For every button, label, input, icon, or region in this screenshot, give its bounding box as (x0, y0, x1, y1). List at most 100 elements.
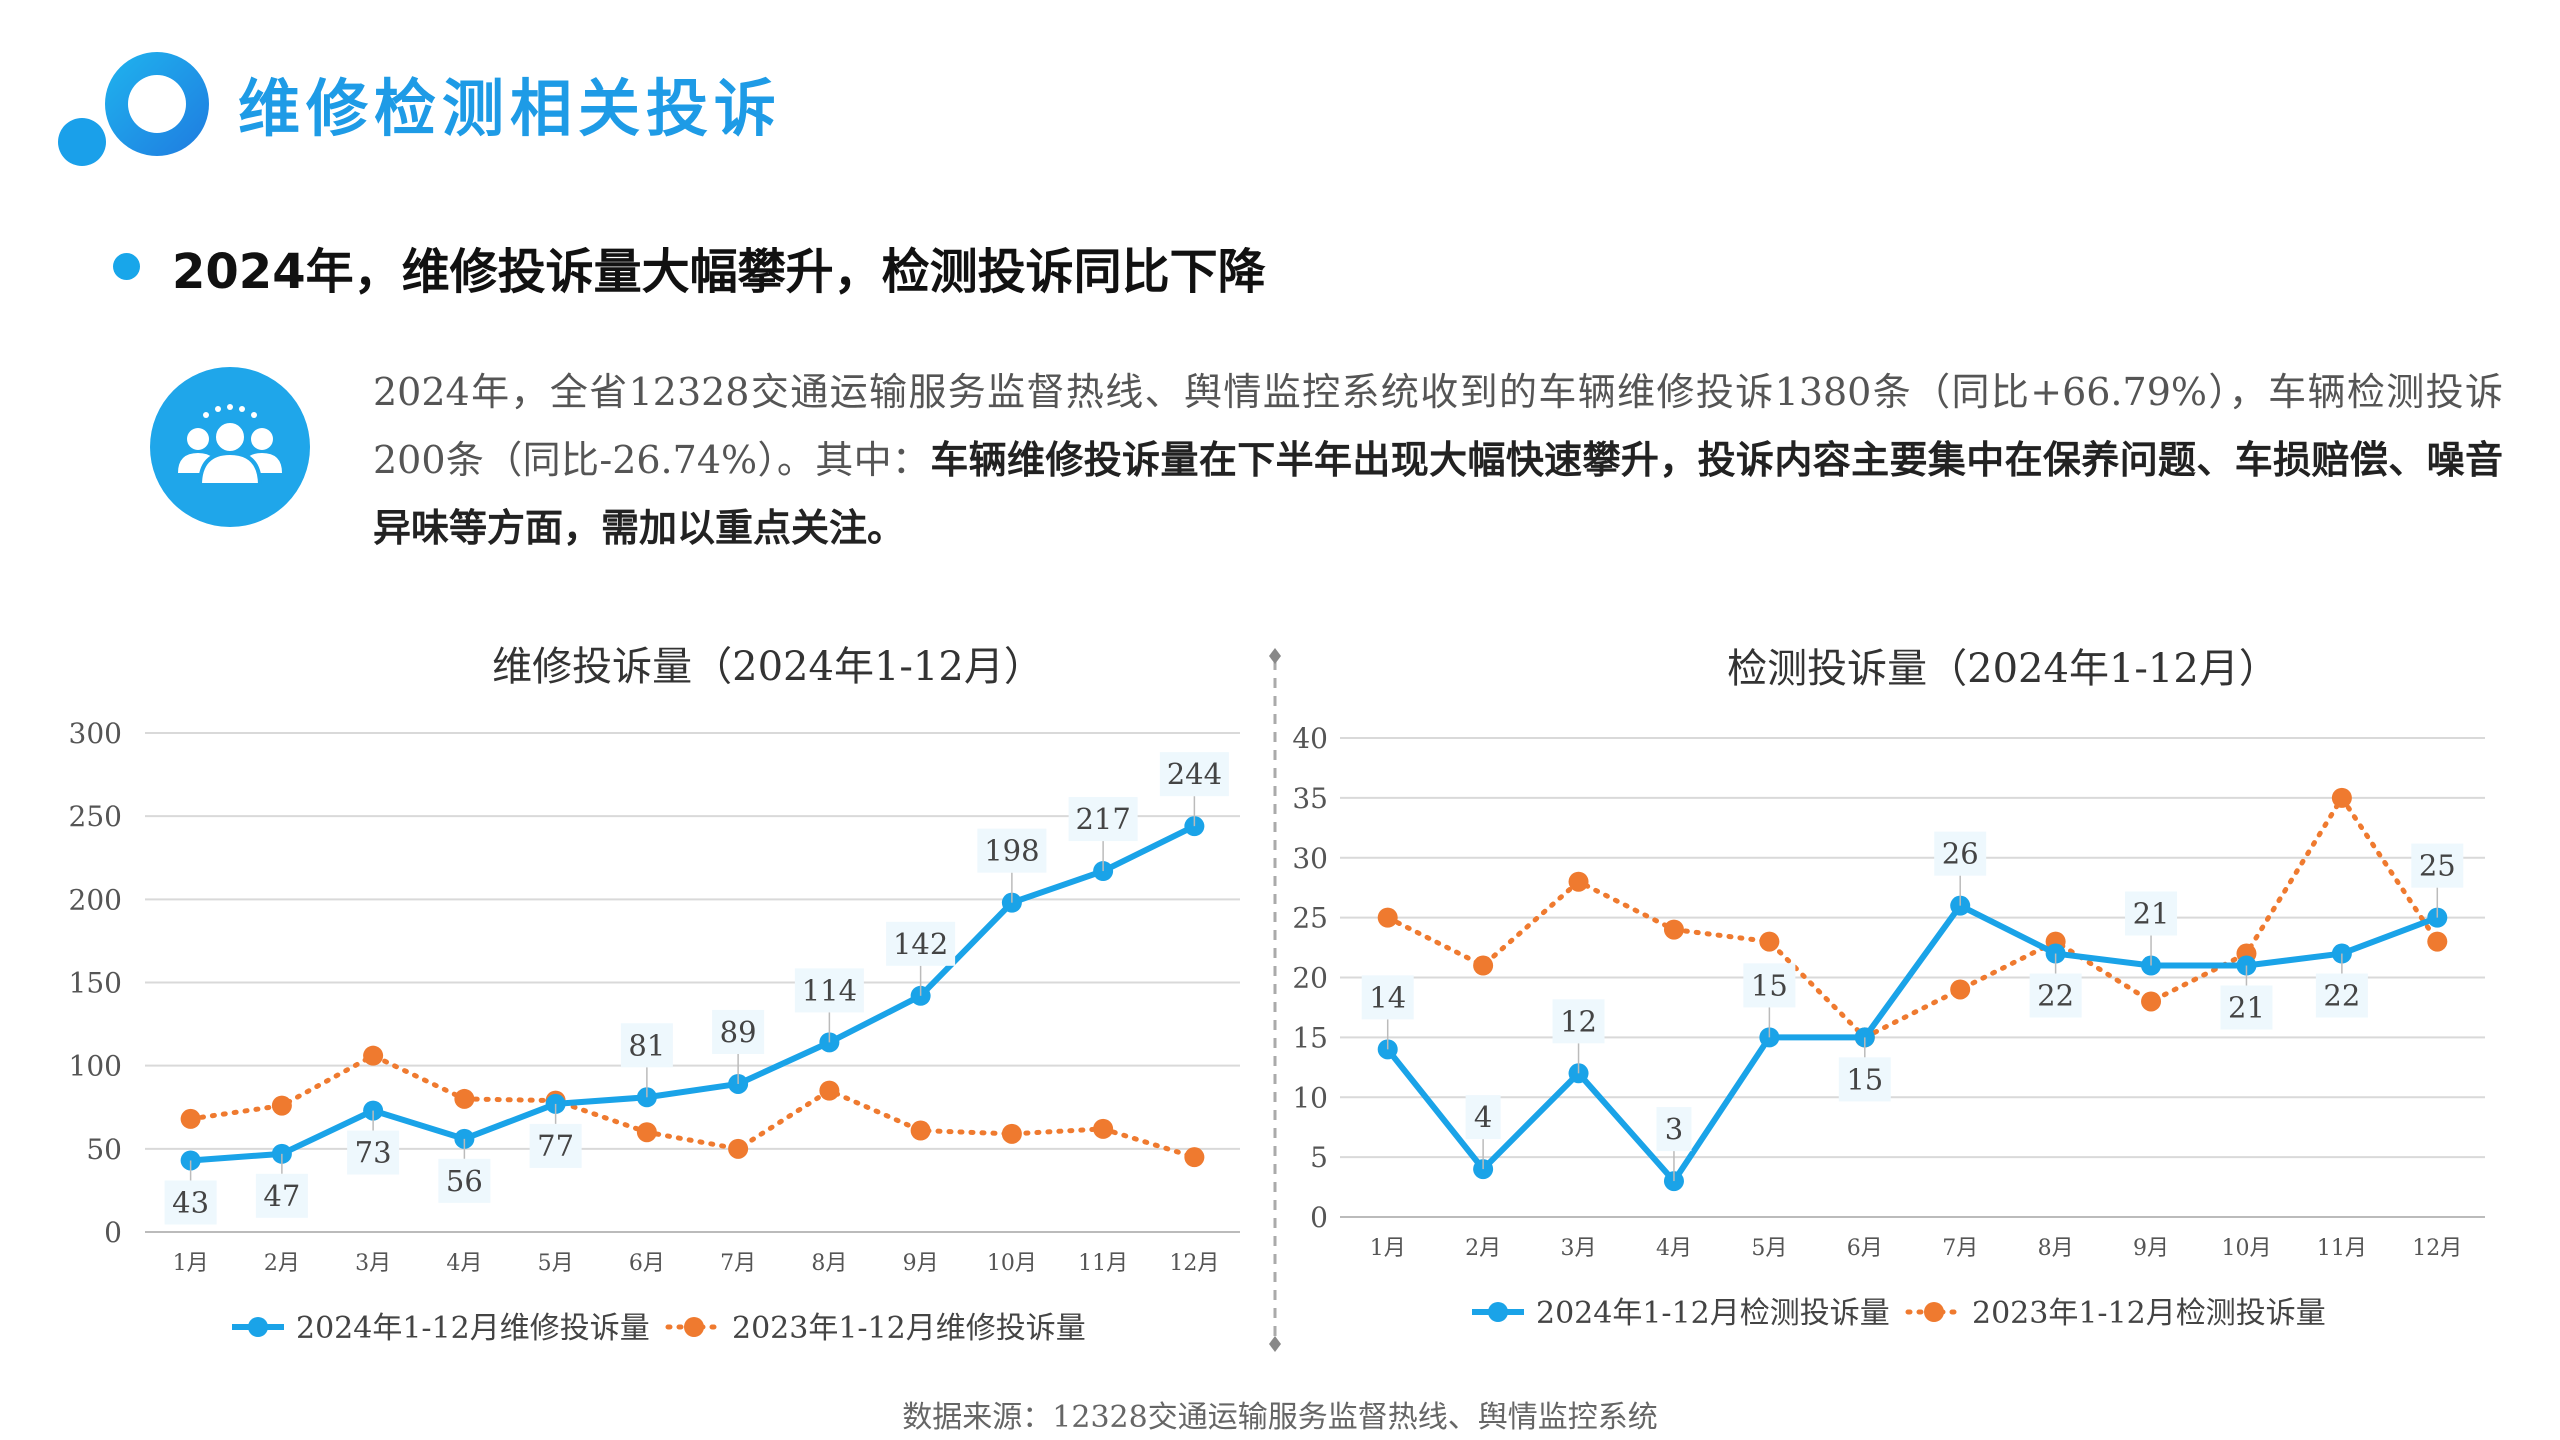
point-2023 (910, 1120, 931, 1141)
series-line-2024 (190, 823, 1196, 1164)
data-label: 21 (2133, 897, 2170, 931)
y-tick-label: 0 (1310, 1201, 1328, 1234)
x-tick-label: 1月 (1370, 1236, 1406, 1261)
data-label-bg (438, 1158, 491, 1203)
x-tick-label: 10月 (987, 1251, 1037, 1276)
y-tick-label: 150 (69, 967, 122, 1000)
y-tick-label: 25 (1292, 902, 1328, 935)
data-label-bg (886, 921, 956, 966)
x-tick-label: 4月 (446, 1251, 482, 1276)
point-2023 (1377, 907, 1398, 928)
data-label-bg (529, 1123, 582, 1168)
data-label: 77 (537, 1129, 574, 1163)
point-2023 (2141, 991, 2162, 1012)
data-label-bg (1934, 831, 1987, 876)
x-tick-label: 8月 (811, 1251, 847, 1276)
x-tick-label: 8月 (2038, 1236, 2074, 1261)
series-line-2023 (188, 1052, 1197, 1160)
x-tick-label: 7月 (720, 1251, 756, 1276)
x-tick-label: 6月 (629, 1251, 665, 1276)
data-label: 244 (1167, 757, 1222, 791)
legend-marker (248, 1317, 268, 1337)
data-label-bg (2029, 973, 2082, 1018)
legend-label: 2024年1-12月检测投诉量 (1536, 1296, 1890, 1331)
logo-icon (58, 52, 209, 166)
data-label: 21 (2228, 991, 2265, 1025)
y-tick-label: 20 (1292, 962, 1328, 995)
x-tick-label: 1月 (173, 1251, 209, 1276)
y-tick-label: 200 (69, 883, 122, 916)
data-label: 4 (1474, 1100, 1492, 1134)
data-label: 217 (1075, 802, 1130, 836)
data-label-bg (347, 1130, 400, 1175)
data-label-bg (794, 968, 864, 1013)
data-label-bg (977, 828, 1047, 873)
legend-label: 2023年1-12月检测投诉量 (1972, 1296, 2326, 1331)
data-label-bg (1743, 963, 1796, 1008)
data-label: 12 (1560, 1004, 1597, 1038)
summary-highlight: 车辆维修投诉量在下半年出现大幅快速攀升，投诉内容主要集中在保养问题、车损赔偿、噪… (373, 438, 2503, 550)
point-2023 (363, 1045, 384, 1066)
point-2023 (1473, 955, 1494, 976)
x-tick-label: 2月 (264, 1251, 300, 1276)
point-2023 (1759, 931, 1780, 952)
point-2023 (180, 1108, 201, 1129)
x-tick-label: 10月 (2221, 1236, 2271, 1261)
legend-marker (684, 1317, 704, 1337)
x-tick-label: 11月 (1078, 1251, 1128, 1276)
point-2023 (454, 1088, 475, 1109)
chart-title: 检测投诉量（2024年1-12月） (1727, 646, 2279, 692)
data-label-bg (1361, 975, 1414, 1020)
data-label-bg (1552, 999, 1605, 1044)
data-label: 14 (1369, 980, 1406, 1014)
legend-label: 2023年1-12月维修投诉量 (732, 1311, 1086, 1346)
data-label-bg (1838, 1057, 1891, 1102)
data-label-bg (2125, 891, 2178, 936)
data-label: 15 (1846, 1062, 1883, 1096)
summary-text: 2024年，全省12328交通运输服务监督热线、舆情监控系统收到的车辆维修投诉1… (373, 370, 2503, 482)
data-source-note: 数据来源：12328交通运输服务监督热线、舆情监控系统 (902, 1400, 1658, 1435)
data-label-bg (620, 1023, 673, 1068)
y-tick-label: 0 (104, 1216, 122, 1249)
x-tick-label: 3月 (355, 1251, 391, 1276)
y-tick-label: 35 (1292, 782, 1328, 815)
data-label: 142 (893, 927, 948, 961)
point-2023 (1663, 919, 1684, 940)
point-2023 (1568, 871, 1589, 892)
x-tick-label: 5月 (1751, 1236, 1787, 1261)
data-label: 43 (172, 1185, 209, 1219)
data-label: 56 (446, 1164, 483, 1198)
data-label: 3 (1665, 1112, 1683, 1146)
x-tick-label: 12月 (1169, 1251, 1219, 1276)
bullet-icon (113, 253, 140, 280)
data-label: 47 (263, 1179, 300, 1213)
legend-label: 2024年1-12月维修投诉量 (296, 1311, 650, 1346)
x-tick-label: 9月 (903, 1251, 939, 1276)
data-label: 114 (802, 973, 857, 1007)
point-2023 (2331, 787, 2352, 808)
legend-marker (1924, 1302, 1944, 1322)
data-label-bg (1068, 797, 1138, 842)
y-tick-label: 50 (86, 1133, 122, 1166)
people-group-icon (150, 367, 310, 527)
summary-paragraph: 2024年，全省12328交通运输服务监督热线、舆情监控系统收到的车辆维修投诉1… (373, 358, 2503, 562)
y-tick-label: 250 (69, 800, 122, 833)
x-tick-label: 9月 (2133, 1236, 2169, 1261)
y-tick-label: 100 (69, 1050, 122, 1083)
data-label-bg (2411, 843, 2464, 888)
data-label: 22 (2037, 979, 2074, 1013)
y-tick-label: 5 (1310, 1141, 1328, 1174)
data-label: 73 (355, 1136, 392, 1170)
point-2023 (2427, 931, 2448, 952)
data-label: 25 (2419, 849, 2456, 883)
data-label-bg (2220, 985, 2273, 1030)
point-2023 (1001, 1123, 1022, 1144)
point-2023 (636, 1122, 657, 1143)
repair-complaints-chart: 维修投诉量（2024年1-12月） 0 50 100 150 200 250 300 1月 2月 3… (69, 644, 1240, 1346)
x-tick-label: 6月 (1847, 1236, 1883, 1261)
data-label: 198 (984, 834, 1039, 868)
legend-marker (1488, 1302, 1508, 1322)
point-2023 (1184, 1147, 1205, 1168)
x-tick-label: 7月 (1942, 1236, 1978, 1261)
data-label-bg (1159, 752, 1229, 797)
